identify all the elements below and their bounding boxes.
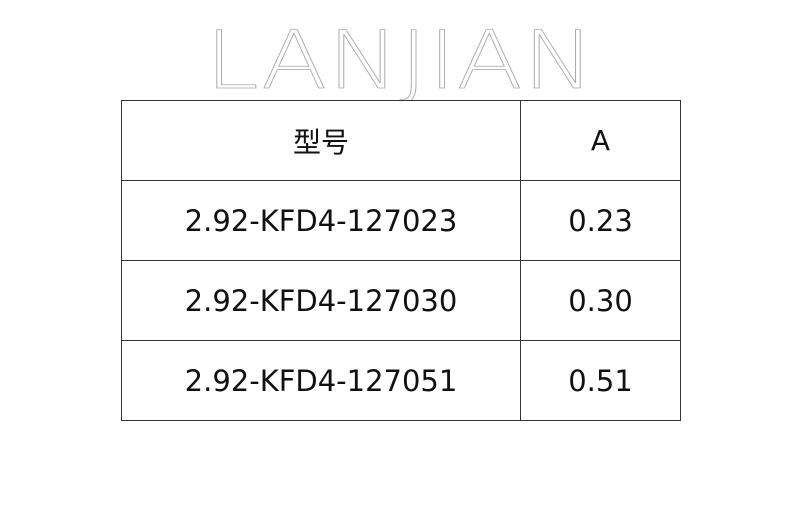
cell-model: 2.92-KFD4-127023: [121, 180, 521, 261]
cell-a: 0.23: [520, 180, 681, 261]
cell-model: 2.92-KFD4-127051: [121, 340, 521, 421]
cell-a: 0.30: [520, 260, 681, 341]
table-row: 2.92-KFD4-127023 0.23: [121, 180, 681, 261]
header-model: 型号: [121, 100, 521, 181]
header-row: 型号 A: [121, 100, 681, 181]
table-row: 2.92-KFD4-127030 0.30: [121, 260, 681, 341]
cell-model: 2.92-KFD4-127030: [121, 260, 521, 341]
spec-table: 型号 A 2.92-KFD4-127023 0.23 2.92-KFD4-127…: [121, 100, 681, 421]
table-row: 2.92-KFD4-127051 0.51: [121, 340, 681, 421]
header-a: A: [520, 100, 681, 181]
cell-a: 0.51: [520, 340, 681, 421]
watermark-text: LANJIAN: [205, 14, 595, 100]
watermark: LANJIAN: [205, 14, 596, 100]
